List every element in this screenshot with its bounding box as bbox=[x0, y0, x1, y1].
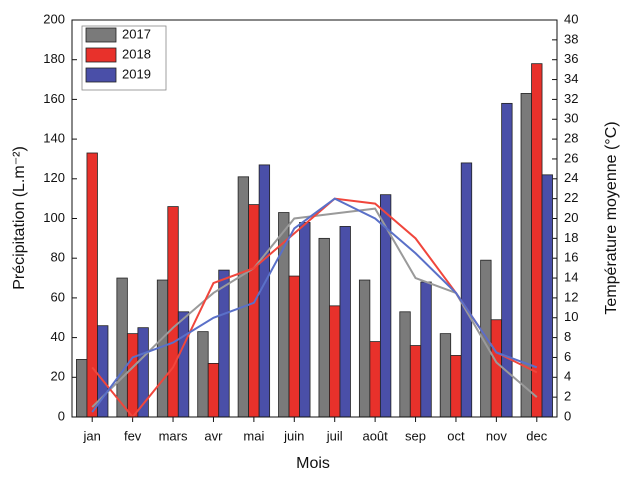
bar bbox=[237, 176, 250, 418]
y2-tick-label: 2 bbox=[564, 389, 571, 404]
y2-tick-label: 10 bbox=[564, 309, 578, 324]
y2-tick-label: 0 bbox=[564, 408, 571, 423]
bar bbox=[86, 152, 98, 418]
y-tick-label: 140 bbox=[43, 131, 65, 146]
legend-swatch bbox=[85, 47, 117, 63]
y-axis-title: Précipitation (L.m⁻²) bbox=[11, 146, 28, 290]
y2-tick-label: 12 bbox=[564, 289, 578, 304]
x-tick-label: jan bbox=[83, 428, 101, 443]
bar bbox=[197, 331, 209, 418]
y-tick-label: 80 bbox=[51, 250, 65, 265]
y-tick-label: 0 bbox=[58, 408, 65, 423]
bar bbox=[450, 355, 462, 418]
y2-tick-label: 40 bbox=[564, 11, 578, 26]
bar bbox=[177, 311, 190, 418]
y2-tick-label: 8 bbox=[564, 329, 571, 344]
y-tick-label: 20 bbox=[51, 369, 65, 384]
y2-tick-label: 36 bbox=[564, 51, 578, 66]
x-tick-label: mai bbox=[243, 428, 264, 443]
x-tick-label: juin bbox=[283, 428, 304, 443]
x-tick-label: oct bbox=[447, 428, 465, 443]
y2-tick-label: 14 bbox=[564, 269, 578, 284]
x-tick-label: fev bbox=[124, 428, 142, 443]
bar bbox=[399, 311, 411, 418]
x-tick-label: nov bbox=[486, 428, 507, 443]
x-tick-label: août bbox=[362, 428, 388, 443]
y2-tick-label: 28 bbox=[564, 131, 578, 146]
bar bbox=[409, 345, 422, 418]
y2-tick-label: 24 bbox=[564, 170, 578, 185]
bar bbox=[358, 279, 371, 418]
x-tick-label: juil bbox=[326, 428, 343, 443]
bar bbox=[299, 222, 311, 418]
y-tick-label: 100 bbox=[43, 210, 65, 225]
y-tick-label: 120 bbox=[43, 170, 65, 185]
bar bbox=[369, 341, 381, 418]
y-tick-label: 180 bbox=[43, 51, 65, 66]
legend-swatch bbox=[85, 27, 117, 43]
bar bbox=[501, 102, 513, 418]
bar bbox=[207, 363, 220, 418]
bar bbox=[318, 237, 330, 418]
y2-tick-label: 38 bbox=[564, 31, 578, 46]
plot-frame bbox=[71, 19, 558, 418]
y2-tick-label: 26 bbox=[564, 150, 578, 165]
legend-swatch bbox=[85, 67, 117, 83]
bar bbox=[460, 162, 473, 418]
bar bbox=[329, 305, 341, 418]
legend-label: 2019 bbox=[122, 66, 151, 81]
bar bbox=[420, 281, 432, 418]
bar bbox=[541, 174, 553, 418]
y2-tick-label: 32 bbox=[564, 91, 578, 106]
bar bbox=[167, 206, 179, 418]
y2-axis-title: Température moyenne (°C) bbox=[603, 121, 620, 314]
y-tick-label: 160 bbox=[43, 91, 65, 106]
bar bbox=[339, 226, 351, 418]
legend-label: 2018 bbox=[122, 46, 151, 61]
y2-tick-label: 20 bbox=[564, 210, 578, 225]
bar bbox=[218, 269, 230, 418]
y2-tick-label: 16 bbox=[564, 250, 578, 265]
bar bbox=[439, 333, 452, 418]
bar bbox=[126, 333, 139, 418]
y-tick-label: 200 bbox=[43, 11, 65, 26]
temperature-line bbox=[91, 197, 538, 413]
y2-tick-label: 6 bbox=[564, 349, 571, 364]
bar bbox=[248, 204, 260, 418]
x-tick-label: sep bbox=[405, 428, 426, 443]
bar bbox=[116, 277, 128, 418]
x-tick-label: mars bbox=[159, 428, 188, 443]
legend-label: 2017 bbox=[122, 26, 151, 41]
y-tick-label: 40 bbox=[51, 329, 65, 344]
y2-tick-label: 18 bbox=[564, 230, 578, 245]
y2-tick-label: 34 bbox=[564, 71, 578, 86]
bar bbox=[288, 275, 300, 418]
y-tick-label: 60 bbox=[51, 289, 65, 304]
y2-tick-label: 30 bbox=[564, 111, 578, 126]
bar bbox=[490, 319, 503, 418]
y2-tick-label: 4 bbox=[564, 369, 571, 384]
x-tick-label: avr bbox=[204, 428, 223, 443]
bar bbox=[531, 63, 543, 418]
y2-tick-label: 22 bbox=[564, 190, 578, 205]
x-axis-title: Mois bbox=[296, 455, 330, 472]
bar bbox=[76, 359, 88, 418]
x-tick-label: dec bbox=[526, 428, 547, 443]
